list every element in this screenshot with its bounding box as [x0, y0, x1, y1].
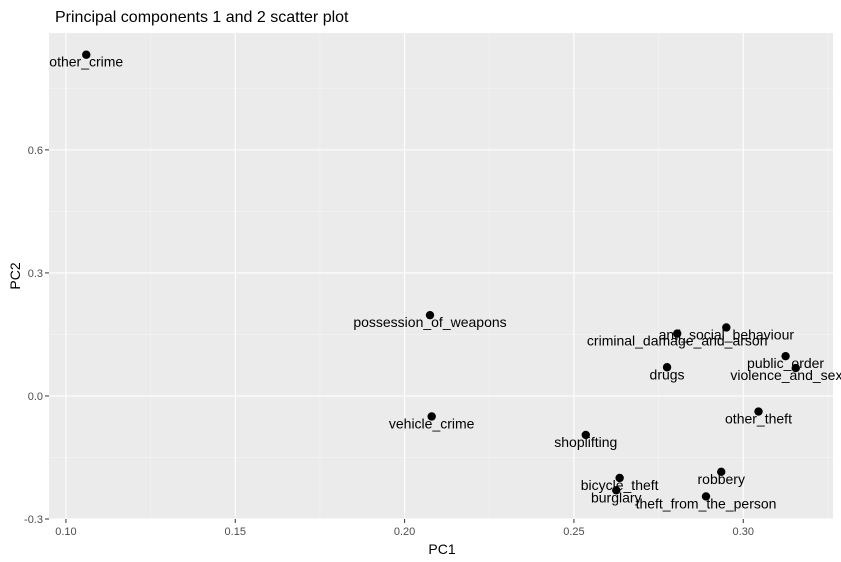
x-axis-title: PC1 — [428, 541, 455, 557]
data-point — [722, 323, 731, 332]
data-point — [615, 473, 624, 483]
point-label: public_order — [747, 355, 824, 371]
data-point — [791, 363, 800, 373]
data-point — [673, 329, 682, 338]
data-point — [82, 50, 91, 59]
point-label: criminal_damage_and_arson — [587, 333, 768, 349]
point-label: other_crime — [49, 54, 123, 70]
y-axis: -0.3 0.0 0.3 0.6 — [24, 145, 49, 526]
plot-panel — [49, 33, 833, 519]
x-axis: 0.10 0.15 0.20 0.25 0.30 — [55, 519, 754, 538]
data-point — [662, 363, 672, 372]
point-labels: other_crime possession_of_weapons vehicle_… — [49, 54, 841, 512]
data-point — [581, 430, 590, 440]
y-tick-label: 0.3 — [28, 268, 43, 280]
minor-gridlines — [49, 33, 833, 519]
data-point — [427, 412, 436, 421]
point-label: other_theft — [725, 411, 792, 427]
data-point — [612, 486, 621, 495]
x-tick-label: 0.10 — [55, 526, 76, 538]
point-label: burglary — [591, 489, 642, 505]
data-point — [701, 492, 711, 501]
data-point — [754, 407, 763, 416]
x-tick-label: 0.25 — [563, 526, 584, 538]
x-tick-label: 0.30 — [733, 526, 754, 538]
point-label: drugs — [650, 366, 685, 382]
x-tick-label: 0.15 — [225, 526, 246, 538]
y-tick-label: 0.0 — [28, 391, 43, 403]
chart-title: Principal components 1 and 2 scatter plo… — [55, 9, 349, 26]
point-label: possession_of_weapons — [353, 314, 506, 330]
y-axis-title: PC2 — [7, 262, 23, 289]
point-label: vehicle_crime — [389, 415, 475, 431]
y-tick-label: -0.3 — [24, 514, 43, 526]
x-tick-label: 0.20 — [394, 526, 415, 538]
point-label: shoplifting — [554, 434, 617, 450]
data-point — [717, 467, 726, 477]
data-point — [781, 351, 790, 361]
major-gridlines — [49, 33, 833, 520]
data-points — [82, 50, 800, 501]
point-label: violence_and_sexual — [730, 367, 841, 383]
point-label: bicycle_theft — [581, 477, 659, 493]
point-label: anti_social_behaviour — [659, 326, 795, 342]
data-point — [425, 310, 435, 320]
point-label: theft_from_the_person — [636, 495, 777, 511]
point-label: robbery — [698, 471, 745, 487]
y-tick-label: 0.6 — [28, 145, 43, 157]
